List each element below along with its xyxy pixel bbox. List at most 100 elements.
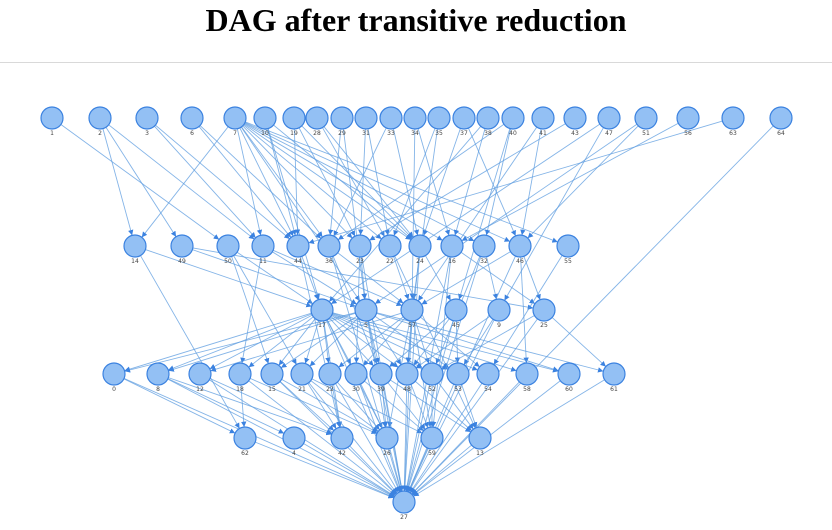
node-56[interactable]: 56 <box>676 106 700 137</box>
node-circle[interactable] <box>769 106 793 130</box>
node-circle[interactable] <box>440 234 464 258</box>
node-29[interactable]: 29 <box>330 106 354 137</box>
node-31[interactable]: 31 <box>354 106 378 137</box>
node-25[interactable]: 25 <box>532 298 556 329</box>
node-circle[interactable] <box>532 298 556 322</box>
node-circle[interactable] <box>188 362 212 386</box>
node-circle[interactable] <box>102 362 126 386</box>
node-10[interactable]: 10 <box>253 106 277 137</box>
node-circle[interactable] <box>233 426 257 450</box>
node-34[interactable]: 34 <box>403 106 427 137</box>
node-32[interactable]: 32 <box>472 234 496 265</box>
node-2[interactable]: 2 <box>88 106 112 137</box>
node-54[interactable]: 54 <box>476 362 500 393</box>
node-circle[interactable] <box>515 362 539 386</box>
node-50[interactable]: 50 <box>216 234 240 265</box>
node-39[interactable]: 39 <box>369 362 393 393</box>
node-9[interactable]: 9 <box>487 298 511 329</box>
node-53[interactable]: 53 <box>446 362 470 393</box>
node-35[interactable]: 35 <box>427 106 451 137</box>
node-17[interactable]: 17 <box>310 298 334 329</box>
node-circle[interactable] <box>379 106 403 130</box>
node-circle[interactable] <box>223 106 247 130</box>
node-62[interactable]: 62 <box>233 426 257 457</box>
node-circle[interactable] <box>282 426 306 450</box>
node-58[interactable]: 58 <box>515 362 539 393</box>
node-22[interactable]: 22 <box>378 234 402 265</box>
node-circle[interactable] <box>282 106 306 130</box>
node-circle[interactable] <box>251 234 275 258</box>
node-circle[interactable] <box>354 298 378 322</box>
node-circle[interactable] <box>476 106 500 130</box>
node-circle[interactable] <box>392 490 416 514</box>
node-circle[interactable] <box>305 106 329 130</box>
node-circle[interactable] <box>403 106 427 130</box>
node-circle[interactable] <box>375 426 399 450</box>
node-circle[interactable] <box>468 426 492 450</box>
node-44[interactable]: 44 <box>286 234 310 265</box>
node-33[interactable]: 33 <box>379 106 403 137</box>
node-36[interactable]: 36 <box>317 234 341 265</box>
node-0[interactable]: 0 <box>102 362 126 393</box>
node-6[interactable]: 6 <box>180 106 204 137</box>
node-19[interactable]: 19 <box>282 106 306 137</box>
node-14[interactable]: 14 <box>123 234 147 265</box>
node-circle[interactable] <box>563 106 587 130</box>
node-circle[interactable] <box>427 106 451 130</box>
node-circle[interactable] <box>170 234 194 258</box>
node-52[interactable]: 52 <box>420 362 444 393</box>
node-16[interactable]: 16 <box>440 234 464 265</box>
node-48[interactable]: 48 <box>395 362 419 393</box>
node-42[interactable]: 42 <box>330 426 354 457</box>
node-circle[interactable] <box>452 106 476 130</box>
node-27[interactable]: 27 <box>392 490 416 521</box>
node-64[interactable]: 64 <box>769 106 793 137</box>
node-51[interactable]: 51 <box>634 106 658 137</box>
node-21[interactable]: 21 <box>290 362 314 393</box>
node-circle[interactable] <box>378 234 402 258</box>
node-circle[interactable] <box>444 298 468 322</box>
node-circle[interactable] <box>354 106 378 130</box>
node-3[interactable]: 3 <box>135 106 159 137</box>
node-circle[interactable] <box>395 362 419 386</box>
node-61[interactable]: 61 <box>602 362 626 393</box>
node-circle[interactable] <box>310 298 334 322</box>
node-circle[interactable] <box>88 106 112 130</box>
node-circle[interactable] <box>446 362 470 386</box>
node-circle[interactable] <box>146 362 170 386</box>
node-4[interactable]: 4 <box>282 426 306 457</box>
node-circle[interactable] <box>369 362 393 386</box>
node-circle[interactable] <box>318 362 342 386</box>
node-circle[interactable] <box>286 234 310 258</box>
node-26[interactable]: 26 <box>375 426 399 457</box>
node-circle[interactable] <box>420 426 444 450</box>
node-40[interactable]: 40 <box>501 106 525 137</box>
node-22b[interactable]: 22 <box>318 362 342 393</box>
node-circle[interactable] <box>556 234 580 258</box>
node-7[interactable]: 7 <box>223 106 247 137</box>
node-circle[interactable] <box>40 106 64 130</box>
node-41[interactable]: 41 <box>531 106 555 137</box>
node-circle[interactable] <box>472 234 496 258</box>
node-23[interactable]: 23 <box>348 234 372 265</box>
node-24[interactable]: 24 <box>408 234 432 265</box>
node-circle[interactable] <box>290 362 314 386</box>
node-1[interactable]: 1 <box>40 106 64 137</box>
node-47[interactable]: 47 <box>597 106 621 137</box>
node-circle[interactable] <box>330 426 354 450</box>
node-30[interactable]: 30 <box>344 362 368 393</box>
node-circle[interactable] <box>487 298 511 322</box>
node-circle[interactable] <box>721 106 745 130</box>
node-circle[interactable] <box>676 106 700 130</box>
node-13[interactable]: 13 <box>468 426 492 457</box>
node-circle[interactable] <box>408 234 432 258</box>
node-circle[interactable] <box>420 362 444 386</box>
node-11[interactable]: 11 <box>251 234 275 265</box>
node-8[interactable]: 8 <box>146 362 170 393</box>
node-circle[interactable] <box>634 106 658 130</box>
node-circle[interactable] <box>135 106 159 130</box>
node-43[interactable]: 43 <box>563 106 587 137</box>
node-circle[interactable] <box>228 362 252 386</box>
node-45[interactable]: 45 <box>444 298 468 329</box>
node-28[interactable]: 28 <box>305 106 329 137</box>
